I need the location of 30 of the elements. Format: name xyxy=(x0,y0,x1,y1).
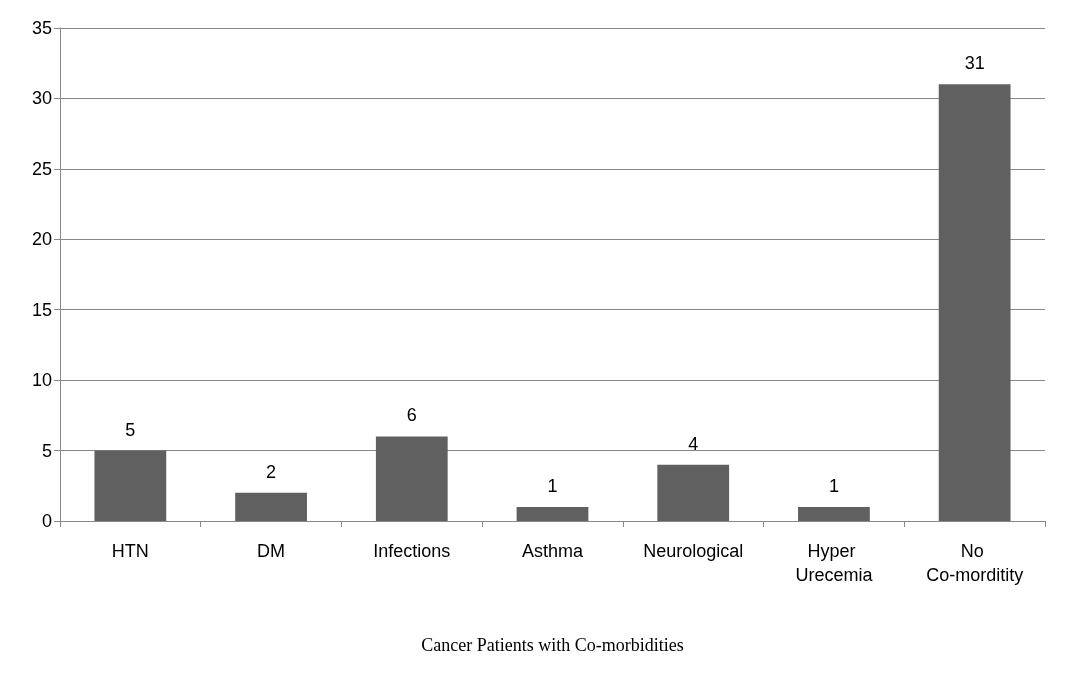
data-label: 5 xyxy=(125,419,136,440)
bar xyxy=(798,506,870,521)
x-tick-label: DM xyxy=(257,541,286,561)
data-label: 2 xyxy=(266,461,277,482)
bar xyxy=(938,84,1011,521)
y-tick-label: 30 xyxy=(31,88,52,109)
x-tick-label: No Co-morditity xyxy=(926,541,1024,585)
x-tick-label: Infections xyxy=(373,541,451,561)
y-tick-label: 25 xyxy=(31,158,52,179)
x-tick-label: HTN xyxy=(111,541,149,561)
data-label: 31 xyxy=(964,53,985,74)
data-label: 1 xyxy=(828,475,839,496)
y-tick-label: 10 xyxy=(31,370,52,391)
bar xyxy=(516,506,589,521)
x-axis-title: Cancer Patients with Co-morbidities xyxy=(421,635,684,655)
y-tick-label: 0 xyxy=(41,511,52,531)
data-label: 4 xyxy=(688,433,699,454)
data-label: 1 xyxy=(547,475,558,496)
x-tick-label: Neurological xyxy=(643,541,744,561)
x-tick-label: Asthma xyxy=(521,541,584,561)
bar xyxy=(375,436,448,521)
bar xyxy=(657,464,730,521)
y-tick-label: 15 xyxy=(31,299,52,320)
y-tick-label: 5 xyxy=(41,440,52,461)
y-tick-label: 35 xyxy=(31,18,52,38)
bar xyxy=(94,450,167,521)
bar xyxy=(235,492,307,521)
y-tick-label: 20 xyxy=(31,229,52,250)
x-tick-label: Hyper Urecemia xyxy=(795,541,874,585)
data-label: 6 xyxy=(406,405,417,426)
